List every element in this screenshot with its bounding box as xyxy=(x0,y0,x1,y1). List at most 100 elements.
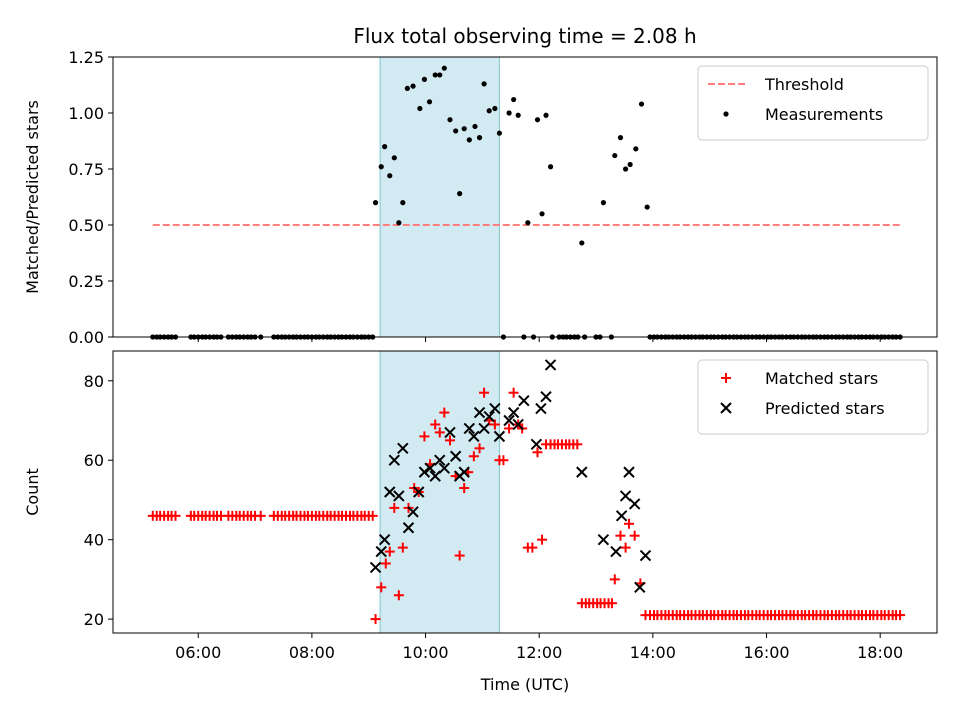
y-tick-label: 40 xyxy=(84,531,104,550)
x-b xyxy=(507,406,520,419)
data-point xyxy=(609,574,620,585)
legend: Matched stars Predicted stars xyxy=(697,359,929,435)
data-point xyxy=(527,542,538,553)
data-point xyxy=(419,431,430,442)
x-b xyxy=(597,533,610,546)
data-point xyxy=(441,65,447,71)
data-point xyxy=(539,211,545,217)
highlight-span xyxy=(379,350,500,634)
data-point xyxy=(463,422,476,435)
data-point xyxy=(629,530,640,541)
data-point xyxy=(438,462,451,474)
data-point xyxy=(540,390,552,403)
data-point xyxy=(369,561,382,574)
data-point xyxy=(476,135,483,141)
data-point xyxy=(382,144,388,150)
x-b xyxy=(438,462,451,474)
highlight-span xyxy=(379,56,500,338)
legend: Threshold Measurements xyxy=(697,65,929,141)
y-tick-label: 60 xyxy=(84,451,104,470)
data-point xyxy=(486,108,492,114)
data-point xyxy=(895,610,906,621)
data-point xyxy=(478,422,490,435)
data-point xyxy=(615,510,628,522)
data-point xyxy=(387,173,393,179)
x-b xyxy=(512,418,524,431)
data-point xyxy=(410,83,416,89)
data-point xyxy=(503,414,515,427)
data-point xyxy=(473,406,486,419)
data-point xyxy=(389,502,400,513)
data-point xyxy=(572,439,583,450)
legend-frame xyxy=(697,359,929,435)
data-point xyxy=(479,387,490,398)
x-b xyxy=(449,450,462,462)
data-point xyxy=(543,112,549,118)
x-b xyxy=(397,442,409,455)
data-point xyxy=(434,454,446,466)
x-b xyxy=(623,466,635,478)
x-b xyxy=(375,545,387,558)
x-b xyxy=(369,561,382,574)
data-point xyxy=(530,438,543,451)
x-b xyxy=(503,414,515,427)
legend-dot xyxy=(723,111,729,117)
data-point xyxy=(397,542,408,553)
data-point xyxy=(384,486,396,498)
top-panel: 0.00 0.25 0.50 0.75 1.00 1.25 Matched/Predicte… xyxy=(23,48,938,347)
x-b xyxy=(393,490,405,502)
data-point xyxy=(384,546,395,557)
x-tick-label: 10:00 xyxy=(402,643,448,662)
y-tick-label: 1.25 xyxy=(68,48,104,67)
x-axis-label: Time (UTC) xyxy=(480,675,569,694)
x-b xyxy=(378,533,391,546)
data-point xyxy=(597,533,610,546)
x-b xyxy=(530,438,543,451)
data-point xyxy=(418,466,431,478)
x-b xyxy=(615,510,628,522)
x-tick-label: 06:00 xyxy=(175,643,221,662)
legend-label: Matched stars xyxy=(765,369,878,388)
data-point xyxy=(634,581,646,594)
figure-title: Flux total observing time = 2.08 h xyxy=(353,24,696,48)
data-point xyxy=(458,466,470,478)
data-point xyxy=(453,128,459,134)
legend-handle xyxy=(720,402,732,414)
x-b xyxy=(493,430,506,443)
legend-label: Predicted stars xyxy=(765,399,885,418)
data-point xyxy=(376,582,387,593)
x-b xyxy=(434,454,446,466)
data-point xyxy=(454,550,465,561)
data-point xyxy=(537,534,548,545)
data-point xyxy=(617,135,624,141)
legend-handle xyxy=(721,373,731,383)
data-point xyxy=(532,447,543,458)
x-b xyxy=(402,522,415,534)
data-point xyxy=(466,137,472,143)
x-b xyxy=(628,498,641,510)
x-b xyxy=(407,506,419,518)
data-point xyxy=(489,402,501,415)
data-point xyxy=(492,105,498,112)
data-point xyxy=(434,427,445,438)
data-point xyxy=(367,510,378,521)
data-point xyxy=(623,466,635,478)
data-point xyxy=(449,450,462,462)
data-point xyxy=(547,164,554,170)
data-point xyxy=(576,466,588,478)
data-point xyxy=(437,72,443,78)
data-point xyxy=(380,558,391,569)
data-point xyxy=(426,99,433,105)
bottom-panel: 20 40 60 80 06:00 08:00 10:00 12:00 14:00 16:00 18… xyxy=(23,350,938,694)
data-point xyxy=(620,542,631,553)
x-b xyxy=(518,394,530,407)
x-tick-label: 08:00 xyxy=(289,643,335,662)
data-point xyxy=(612,152,618,159)
data-point xyxy=(388,454,401,466)
data-point xyxy=(508,387,519,398)
x-b xyxy=(384,486,396,498)
y-tick-label: 0.50 xyxy=(68,216,104,235)
data-point xyxy=(255,510,266,521)
data-point xyxy=(444,426,456,439)
data-point xyxy=(468,451,479,462)
